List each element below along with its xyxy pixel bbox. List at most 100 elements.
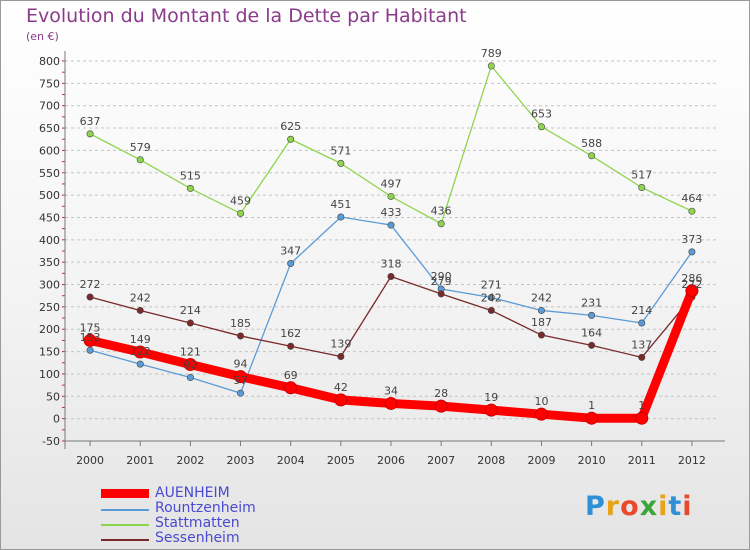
x-tick-label: 2000 bbox=[76, 454, 104, 467]
brand-logo-letter: x bbox=[639, 491, 659, 522]
data-point-sessenheim bbox=[437, 290, 445, 298]
x-tick-label: 2007 bbox=[427, 454, 455, 467]
data-label-sessenheim: 139 bbox=[330, 338, 351, 351]
data-point-rountzenheim bbox=[136, 360, 144, 368]
data-label-rountzenheim: 122 bbox=[130, 345, 151, 358]
data-label-sessenheim: 242 bbox=[130, 291, 151, 304]
y-tick-label: 250 bbox=[39, 301, 60, 314]
data-label-auenheim: 34 bbox=[384, 384, 398, 397]
data-label-sessenheim: 185 bbox=[230, 317, 251, 330]
data-point-auenheim bbox=[284, 381, 298, 395]
data-point-rountzenheim bbox=[537, 306, 545, 314]
data-label-rountzenheim: 451 bbox=[330, 198, 351, 211]
data-point-stattmatten bbox=[186, 184, 194, 192]
y-tick-label: 500 bbox=[39, 189, 60, 202]
data-label-rountzenheim: 57 bbox=[234, 374, 248, 387]
data-point-sessenheim bbox=[588, 341, 596, 349]
data-point-stattmatten bbox=[387, 192, 395, 200]
brand-logo: Proxiti bbox=[585, 491, 693, 522]
data-label-stattmatten: 459 bbox=[230, 194, 251, 207]
data-point-stattmatten bbox=[437, 220, 445, 228]
data-label-rountzenheim: 153 bbox=[80, 331, 101, 344]
data-label-auenheim: 121 bbox=[180, 346, 201, 359]
data-label-auenheim: 28 bbox=[434, 387, 448, 400]
data-label-stattmatten: 464 bbox=[681, 192, 702, 205]
data-label-auenheim: 1 bbox=[588, 399, 595, 412]
data-point-sessenheim bbox=[287, 342, 295, 350]
data-label-stattmatten: 579 bbox=[130, 141, 151, 154]
brand-logo-letter: r bbox=[605, 491, 621, 522]
legend-swatch-rountzenheim bbox=[101, 509, 149, 511]
data-label-rountzenheim: 373 bbox=[681, 233, 702, 246]
x-tick-label: 2008 bbox=[477, 454, 505, 467]
legend-swatch-auenheim bbox=[101, 489, 149, 498]
y-tick-label: 300 bbox=[39, 279, 60, 292]
y-tick-label: 150 bbox=[39, 346, 60, 359]
data-label-rountzenheim: 92 bbox=[183, 359, 197, 372]
x-tick-label: 2009 bbox=[527, 454, 555, 467]
data-label-stattmatten: 625 bbox=[280, 120, 301, 133]
x-tick-label: 2005 bbox=[327, 454, 355, 467]
data-point-auenheim bbox=[434, 399, 448, 413]
x-tick-label: 2006 bbox=[377, 454, 405, 467]
data-label-sessenheim: 187 bbox=[531, 316, 552, 329]
axes: -50 0 50 100 150 200 250 300 350 400 450 500 550 600 6… bbox=[39, 51, 725, 467]
data-label-stattmatten: 571 bbox=[330, 144, 351, 157]
data-point-auenheim bbox=[635, 411, 649, 425]
data-label-sessenheim: 164 bbox=[581, 326, 602, 339]
x-tick-label: 2012 bbox=[678, 454, 706, 467]
y-tick-label: 100 bbox=[39, 368, 60, 381]
data-point-sessenheim bbox=[387, 272, 395, 280]
y-tick-label: 550 bbox=[39, 167, 60, 180]
data-label-rountzenheim: 242 bbox=[531, 291, 552, 304]
data-point-auenheim bbox=[183, 358, 197, 372]
data-label-rountzenheim: 271 bbox=[481, 278, 502, 291]
y-tick-label: 50 bbox=[46, 390, 60, 403]
data-label-stattmatten: 588 bbox=[581, 137, 602, 150]
data-point-auenheim bbox=[484, 403, 498, 417]
x-tick-label: 2003 bbox=[227, 454, 255, 467]
data-label-auenheim: 10 bbox=[534, 395, 548, 408]
data-label-sessenheim: 214 bbox=[180, 304, 201, 317]
brand-logo-letter: o bbox=[620, 491, 640, 522]
data-label-auenheim: 286 bbox=[681, 272, 702, 285]
data-point-sessenheim bbox=[186, 319, 194, 327]
data-label-sessenheim: 279 bbox=[431, 275, 452, 288]
data-point-auenheim bbox=[83, 333, 97, 347]
data-point-stattmatten bbox=[537, 123, 545, 131]
data-label-stattmatten: 653 bbox=[531, 108, 552, 121]
data-label-rountzenheim: 214 bbox=[631, 304, 652, 317]
data-point-stattmatten bbox=[86, 130, 94, 138]
data-label-rountzenheim: 290 bbox=[431, 270, 452, 283]
data-label-auenheim: 1 bbox=[638, 399, 645, 412]
y-tick-label: 0 bbox=[53, 413, 60, 426]
data-label-sessenheim: 137 bbox=[631, 338, 652, 351]
x-tick-label: 2011 bbox=[628, 454, 656, 467]
data-point-auenheim bbox=[585, 411, 599, 425]
chart-unit-label: (en €) bbox=[26, 30, 59, 43]
data-point-rountzenheim bbox=[387, 221, 395, 229]
data-label-sessenheim: 272 bbox=[80, 278, 101, 291]
x-tick-label: 2004 bbox=[277, 454, 305, 467]
legend-swatch-stattmatten bbox=[101, 524, 149, 526]
data-label-stattmatten: 517 bbox=[631, 169, 652, 182]
data-point-stattmatten bbox=[287, 135, 295, 143]
data-label-rountzenheim: 433 bbox=[381, 206, 402, 219]
data-label-auenheim: 175 bbox=[80, 321, 101, 334]
y-tick-label: 800 bbox=[39, 55, 60, 68]
data-label-auenheim: 42 bbox=[334, 381, 348, 394]
legend-label-stattmatten: Stattmatten bbox=[155, 515, 240, 531]
data-point-sessenheim bbox=[136, 306, 144, 314]
data-label-stattmatten: 436 bbox=[431, 205, 452, 218]
data-point-rountzenheim bbox=[237, 389, 245, 397]
data-point-stattmatten bbox=[136, 156, 144, 164]
data-labels: 175 149 121 94 69 42 34 28 19 10 1 1 286 153 122 92 57 34… bbox=[80, 47, 703, 412]
data-label-auenheim: 69 bbox=[284, 369, 298, 382]
data-point-auenheim bbox=[234, 370, 248, 384]
data-point-stattmatten bbox=[337, 159, 345, 167]
y-tick-label: 600 bbox=[39, 144, 60, 157]
data-point-stattmatten bbox=[487, 62, 495, 70]
data-label-rountzenheim: 231 bbox=[581, 296, 602, 309]
data-point-stattmatten bbox=[588, 152, 596, 160]
